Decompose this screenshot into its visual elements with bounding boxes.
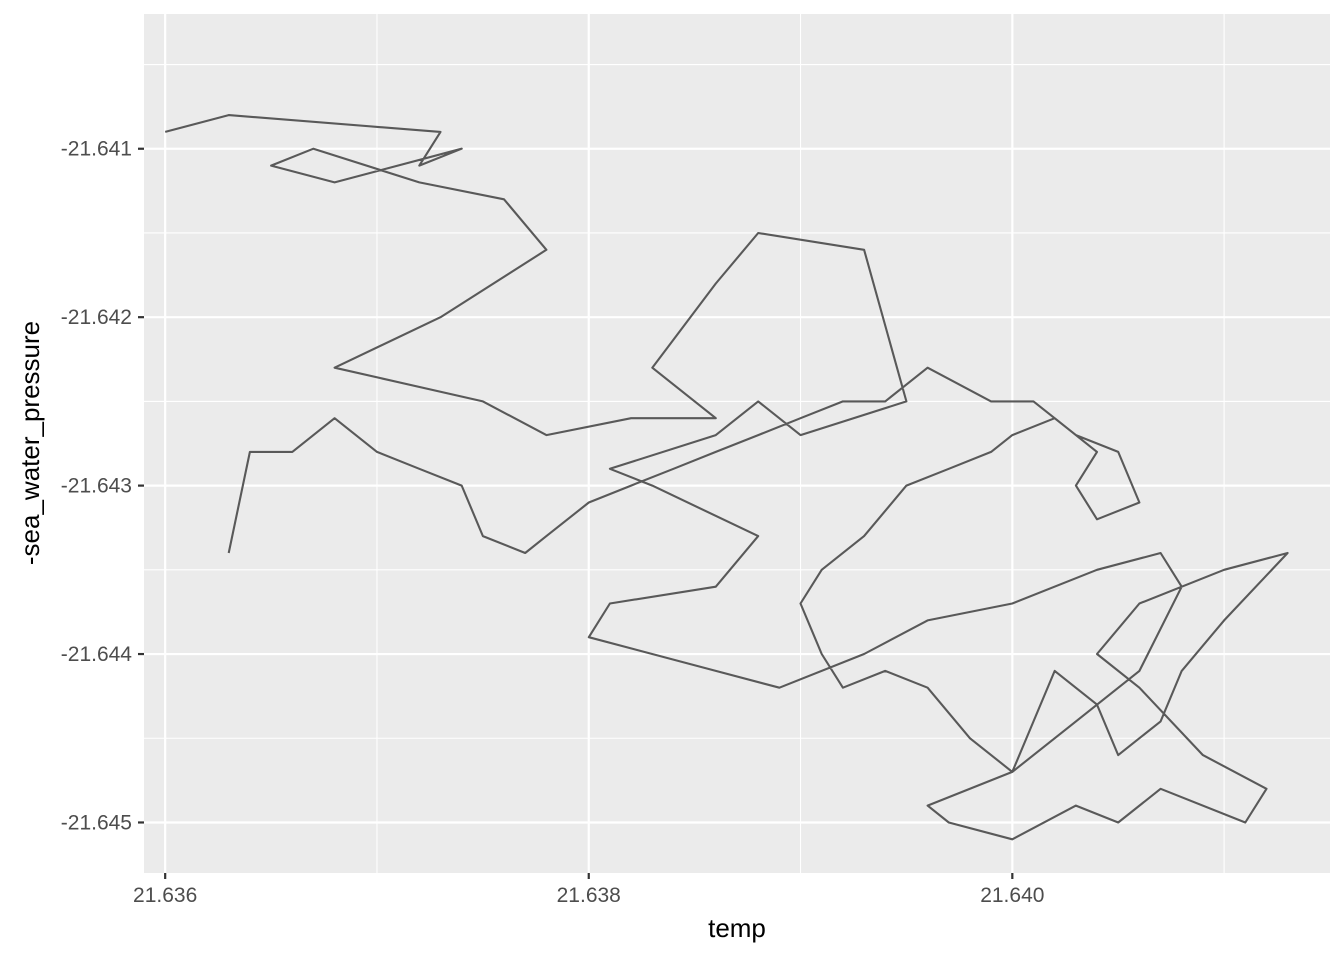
x-tick-label: 21.638 [557,884,621,907]
y-tick-label: -21.643 [61,475,132,498]
y-axis-title: -sea_water_pressure [15,321,45,565]
grid-major [144,14,1330,873]
y-tick-label: -21.644 [61,643,133,666]
series-layer [164,114,1289,841]
y-axis: -21.641 -21.642 -21.643 -21.644 -21.645 [61,138,144,834]
grid-minor [144,14,1330,873]
x-axis-title: temp [708,913,766,943]
x-tick-label: 21.636 [133,884,197,907]
y-tick-label: -21.641 [61,138,132,161]
y-tick-label: -21.642 [61,306,132,329]
x-tick-label: 21.640 [980,884,1044,907]
series-line [164,114,1289,841]
y-tick-label: -21.645 [61,811,132,834]
x-axis: 21.636 21.638 21.640 [133,873,1044,907]
